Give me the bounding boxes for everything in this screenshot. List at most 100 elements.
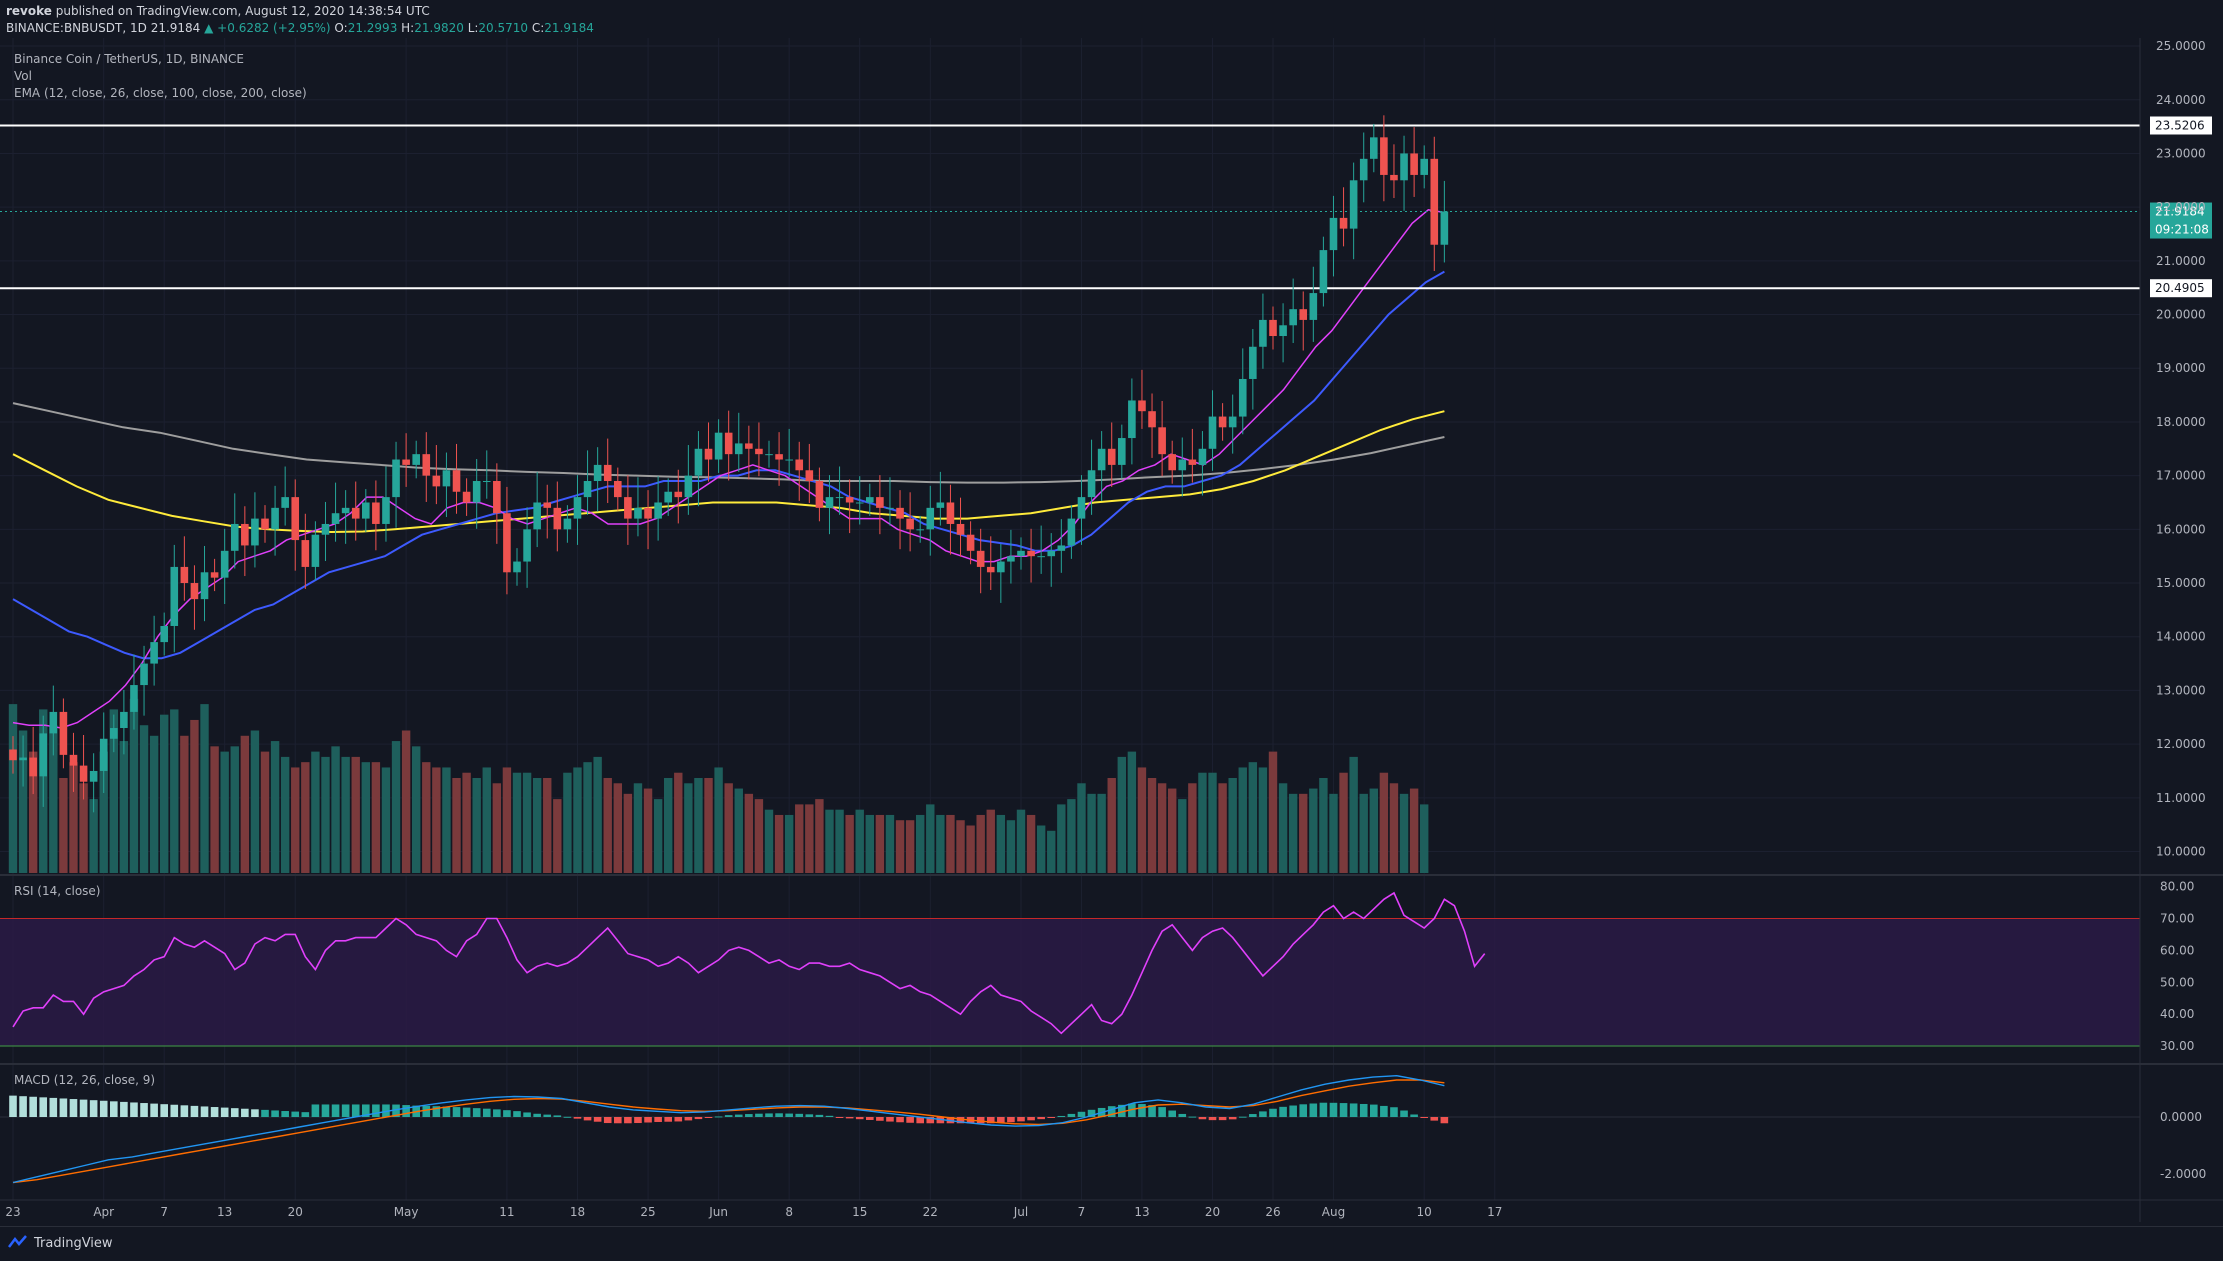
- low-value: 20.5710: [478, 21, 529, 35]
- candle-body: [241, 523, 249, 546]
- macd-histogram-bar: [1400, 1110, 1408, 1117]
- candle-body: [1309, 293, 1318, 320]
- macd-histogram-bar: [1118, 1104, 1126, 1117]
- macd-histogram-bar: [281, 1111, 289, 1117]
- candle-body: [392, 459, 400, 498]
- candle-body: [1118, 438, 1126, 465]
- volume-bar: [865, 814, 874, 873]
- candle-body: [805, 470, 814, 482]
- macd-histogram-bar: [906, 1117, 914, 1123]
- macd-histogram-bar: [926, 1117, 935, 1124]
- candle-body: [331, 513, 340, 524]
- macd-histogram-bar: [614, 1117, 622, 1124]
- volume-bar: [1399, 793, 1409, 873]
- volume-bar: [815, 799, 824, 873]
- volume-bar: [946, 814, 955, 873]
- price-tick-label: 13.0000: [2156, 683, 2206, 697]
- tradingview-icon: [8, 1235, 27, 1248]
- high-value: 21.9820: [414, 21, 464, 35]
- volume-bar: [149, 735, 159, 873]
- volume-bar: [1288, 793, 1298, 873]
- candle-body: [180, 566, 189, 584]
- candle-body: [19, 757, 27, 761]
- macd-histogram-bar: [1087, 1109, 1096, 1117]
- macd-histogram-bar: [321, 1104, 330, 1117]
- candle-body: [1148, 411, 1156, 428]
- rsi-pane: 80.00 70.00 60.00 50.00 40.00 30.00: [0, 880, 2194, 1053]
- volume-bar: [18, 730, 28, 873]
- candle-body: [926, 507, 935, 530]
- volume-bar: [492, 783, 502, 873]
- macd-histogram-bar: [1390, 1107, 1398, 1117]
- volume-bar: [1178, 799, 1187, 873]
- volume-bar: [1319, 778, 1328, 873]
- macd-histogram-bar: [1218, 1117, 1227, 1121]
- volume-bar: [170, 709, 179, 873]
- date-tick-label: 25: [640, 1205, 655, 1219]
- volume-bar: [1147, 778, 1157, 873]
- volume-bar: [1157, 783, 1167, 873]
- macd-histogram-bar: [825, 1115, 834, 1117]
- volume-bar: [1026, 814, 1036, 873]
- macd-histogram-bar: [462, 1107, 471, 1117]
- candle-body: [533, 502, 541, 530]
- last-price-badge: [2150, 202, 2212, 239]
- macd-histogram-bar: [392, 1104, 400, 1117]
- volume-bar: [119, 741, 129, 873]
- macd-histogram-bar: [876, 1117, 884, 1121]
- date-tick-label: 26: [1265, 1205, 1280, 1219]
- date-tick-label: 23: [5, 1205, 20, 1219]
- candle-body: [684, 475, 693, 498]
- candle-body: [190, 583, 199, 600]
- candle-body: [634, 507, 642, 519]
- price-tick-label: 18.0000: [2156, 415, 2206, 429]
- volume-bar: [895, 820, 905, 873]
- date-tick-label: 17: [1487, 1205, 1502, 1219]
- volume-bar: [502, 767, 512, 873]
- macd-histogram-bar: [573, 1117, 582, 1119]
- volume-bar: [986, 809, 995, 873]
- macd-histogram-bar: [1188, 1116, 1197, 1118]
- publish-bar: revoke published on TradingView.com, Aug…: [0, 0, 2223, 39]
- candle-body: [1037, 556, 1045, 558]
- macd-histogram-bar: [1198, 1117, 1207, 1120]
- candle-body: [321, 523, 330, 535]
- date-tick-label: 20: [1205, 1205, 1220, 1219]
- volume-bar: [49, 725, 58, 873]
- date-tick-label: 8: [785, 1205, 793, 1219]
- publisher-name[interactable]: revoke: [6, 4, 52, 18]
- macd-histogram-bar: [684, 1117, 693, 1121]
- volume-bar: [795, 804, 804, 873]
- volume-bar: [1036, 825, 1046, 873]
- candle-body: [1420, 158, 1428, 175]
- volume-bar: [139, 725, 149, 873]
- volume-bar: [744, 793, 754, 873]
- candle-body: [745, 443, 753, 449]
- macd-histogram-bar: [1037, 1117, 1045, 1120]
- date-tick-label: 13: [1134, 1205, 1149, 1219]
- price-tick-label: 15.0000: [2156, 576, 2206, 590]
- macd-tick-label: -2.0000: [2160, 1167, 2206, 1181]
- volume-bar: [885, 814, 895, 873]
- candle-body: [412, 454, 420, 465]
- volume-bar: [905, 820, 915, 873]
- candle-body: [724, 432, 733, 455]
- candle-body: [39, 733, 48, 777]
- candle-body: [1218, 416, 1227, 428]
- candle-body: [543, 502, 552, 508]
- volume-bar: [573, 767, 582, 873]
- macd-histogram-bar: [472, 1108, 481, 1117]
- macd-histogram-bar: [664, 1117, 672, 1122]
- macd-histogram-bar: [714, 1116, 723, 1118]
- macd-histogram-bar: [835, 1117, 844, 1118]
- volume-bar: [845, 814, 854, 873]
- rsi-tick-label: 60.00: [2160, 943, 2194, 957]
- candle-body: [1319, 250, 1328, 294]
- tradingview-logo[interactable]: TradingView: [8, 1235, 113, 1251]
- candle-body: [311, 534, 320, 567]
- macd-histogram-bar: [654, 1117, 662, 1122]
- date-tick-label: 10: [1417, 1205, 1432, 1219]
- macd-histogram-bar: [1339, 1103, 1348, 1117]
- macd-histogram-bar: [79, 1099, 88, 1117]
